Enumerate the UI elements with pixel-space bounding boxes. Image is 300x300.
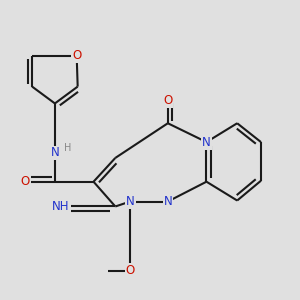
Text: N: N	[126, 195, 135, 208]
Text: N: N	[50, 146, 59, 160]
Text: O: O	[72, 50, 81, 62]
Text: O: O	[20, 175, 30, 188]
Text: O: O	[163, 94, 172, 107]
Text: NH: NH	[52, 200, 70, 213]
Text: N: N	[164, 195, 172, 208]
Text: N: N	[202, 136, 211, 148]
Text: H: H	[64, 143, 71, 153]
Text: O: O	[126, 264, 135, 278]
